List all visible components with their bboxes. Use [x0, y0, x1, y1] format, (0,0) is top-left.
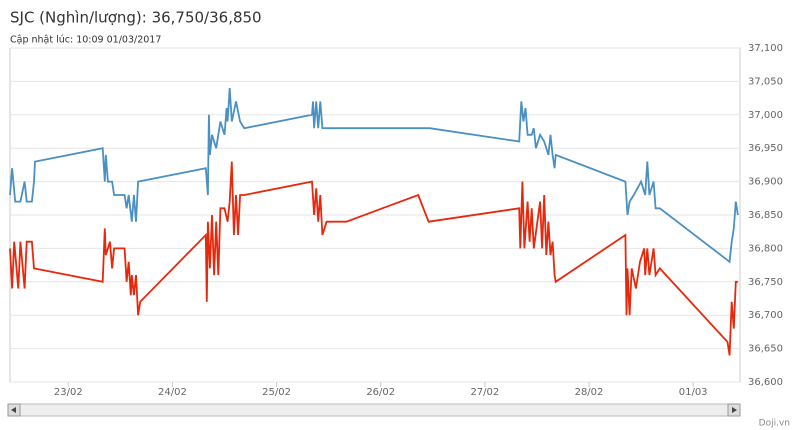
y-tick-label: 36,950 [748, 143, 783, 154]
y-tick-label: 36,850 [748, 210, 783, 221]
arrow-left [11, 407, 16, 413]
arrow-right [732, 407, 737, 413]
y-tick-label: 36,900 [748, 177, 783, 188]
credit: Doji.vn [759, 419, 790, 429]
x-tick-label: 26/02 [366, 387, 395, 398]
y-tick-label: 37,000 [748, 110, 783, 121]
y-tick-label: 36,650 [748, 344, 783, 355]
y-tick-label: 36,700 [748, 310, 783, 321]
x-tick-label: 01/03 [679, 387, 708, 398]
x-tick-label: 24/02 [158, 387, 187, 398]
y-tick-label: 36,600 [748, 377, 783, 388]
x-tick-label: 25/02 [262, 387, 291, 398]
x-tick-label: 27/02 [470, 387, 499, 398]
series-line [9, 161, 738, 356]
chart-title: SJC (Nghìn/lượng): 36,750/36,850 [10, 9, 262, 27]
series-line [9, 88, 739, 264]
y-tick-label: 37,050 [748, 76, 783, 87]
y-tick-label: 36,800 [748, 243, 783, 254]
scrollbar[interactable] [7, 403, 741, 417]
scrollbar-track[interactable] [7, 403, 741, 417]
y-tick-label: 37,100 [748, 43, 783, 54]
y-tick-label: 36,750 [748, 277, 783, 288]
x-tick-label: 28/02 [575, 387, 604, 398]
x-tick-label: 23/02 [54, 387, 83, 398]
chart-subtitle: Cập nhật lúc: 10:09 01/03/2017 [10, 35, 161, 46]
